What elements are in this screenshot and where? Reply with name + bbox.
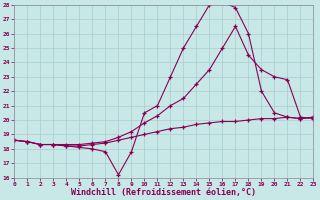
X-axis label: Windchill (Refroidissement éolien,°C): Windchill (Refroidissement éolien,°C) (71, 188, 256, 197)
